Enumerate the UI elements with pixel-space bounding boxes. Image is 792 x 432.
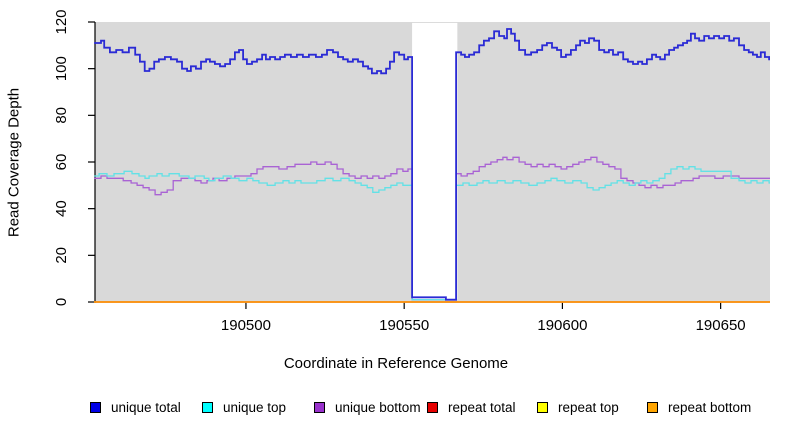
legend-swatch-repeat-top bbox=[537, 401, 548, 413]
y-tick-label: 0 bbox=[53, 298, 70, 306]
no-coverage-gap-band bbox=[412, 22, 458, 300]
x-tick-label: 190550 bbox=[379, 317, 429, 334]
legend-label-repeat-total: repeat total bbox=[448, 399, 516, 415]
legend-item-unique-total: unique total bbox=[90, 399, 181, 415]
x-tick-label: 190500 bbox=[221, 317, 271, 334]
legend-item-repeat-total: repeat total bbox=[427, 399, 516, 415]
legend-label-unique-bottom: unique bottom bbox=[335, 399, 421, 415]
chart-legend: unique total unique top unique bottom repea… bbox=[0, 399, 792, 419]
y-tick-label: 60 bbox=[53, 154, 70, 171]
legend-label-unique-top: unique top bbox=[223, 399, 287, 415]
legend-item-unique-bottom: unique bottom bbox=[314, 399, 421, 415]
legend-label-repeat-top: repeat top bbox=[558, 399, 619, 415]
x-tick-label: 190650 bbox=[696, 317, 746, 334]
legend-item-repeat-top: repeat top bbox=[537, 399, 619, 415]
y-tick-label: 40 bbox=[53, 200, 70, 217]
y-tick-label: 100 bbox=[53, 56, 70, 81]
legend-swatch-repeat-total bbox=[427, 401, 438, 413]
legend-item-repeat-bottom: repeat bottom bbox=[647, 399, 751, 415]
legend-swatch-repeat-bottom bbox=[647, 401, 658, 413]
legend-label-unique-total: unique total bbox=[111, 399, 181, 415]
legend-item-unique-top: unique top bbox=[202, 399, 286, 415]
legend-label-repeat-bottom: repeat bottom bbox=[668, 399, 752, 415]
x-axis-title: Coordinate in Reference Genome bbox=[283, 355, 509, 372]
y-tick-label: 20 bbox=[53, 247, 70, 264]
x-tick-label: 190600 bbox=[537, 317, 587, 334]
y-tick-label: 120 bbox=[53, 9, 70, 34]
legend-swatch-unique-total bbox=[90, 401, 101, 413]
series-unique-total-line bbox=[94, 28, 770, 301]
legend-swatch-unique-top bbox=[202, 401, 213, 413]
y-axis-title: Read Coverage Depth bbox=[5, 87, 23, 238]
legend-swatch-unique-bottom bbox=[314, 401, 325, 413]
y-tick-label: 80 bbox=[53, 107, 70, 124]
